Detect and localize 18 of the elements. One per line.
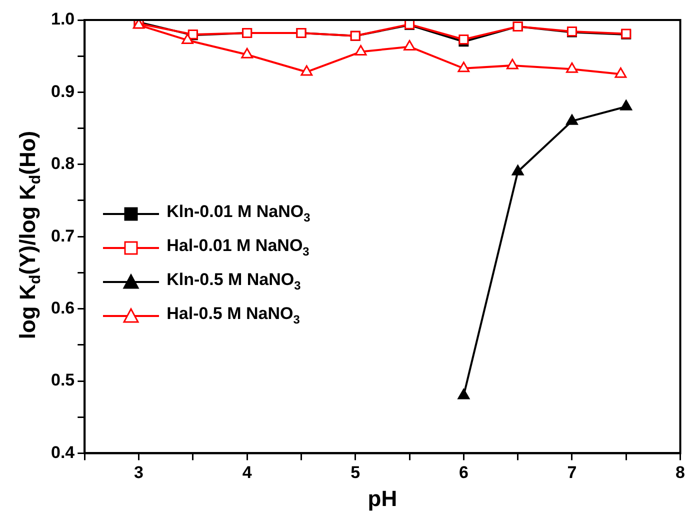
legend-label: Hal-0.5 M NaNO$_{3}$ <box>166 304 300 327</box>
x-tick-label: 3 <box>134 463 144 482</box>
x-tick-label: 4 <box>242 463 252 482</box>
y-tick-label: 0.5 <box>50 370 75 390</box>
y-tick-label: 0.4 <box>50 442 76 462</box>
legend-label: Kln-0.5 M NaNO$_{3}$ <box>166 270 301 293</box>
y-tick-label: 0.8 <box>50 154 75 174</box>
legend-label: Kln-0.01 M NaNO$_{3}$ <box>166 202 310 225</box>
x-tick-label: 7 <box>567 463 577 482</box>
x-tick-label: 6 <box>458 463 468 482</box>
y-tick-label: 0.6 <box>50 298 75 318</box>
x-tick-label: 5 <box>350 463 360 482</box>
y-tick-label: 1.0 <box>50 10 75 29</box>
x-axis-title: pH <box>368 486 398 511</box>
y-tick-label: 0.9 <box>50 82 75 101</box>
y-tick-label: 0.7 <box>50 226 75 246</box>
x-tick-label: 8 <box>676 463 686 482</box>
legend-label: Hal-0.01 M NaNO$_{3}$ <box>166 236 310 259</box>
